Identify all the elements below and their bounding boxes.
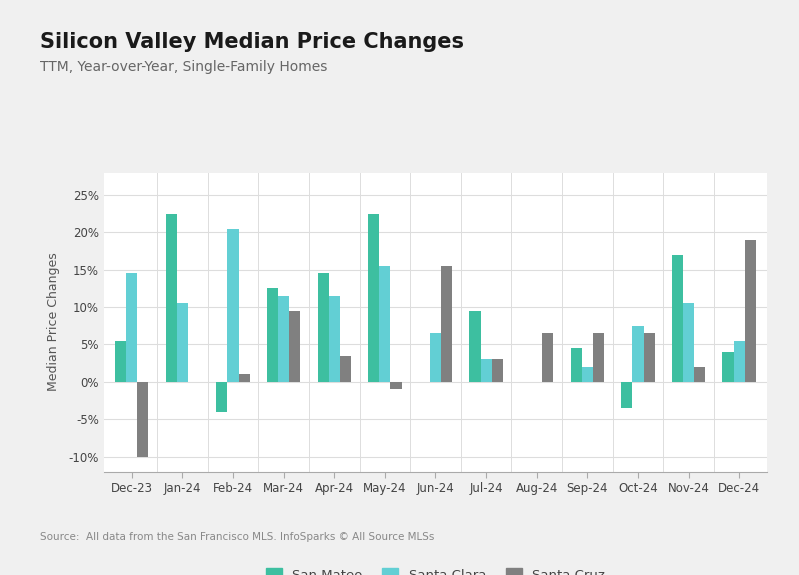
Bar: [228, 228, 239, 382]
Bar: [722, 352, 733, 382]
Bar: [278, 296, 289, 382]
Y-axis label: Median Price Changes: Median Price Changes: [47, 252, 60, 392]
Text: TTM, Year-over-Year, Single-Family Homes: TTM, Year-over-Year, Single-Family Homes: [40, 60, 328, 74]
Bar: [570, 348, 582, 382]
Bar: [126, 273, 137, 382]
Bar: [582, 367, 593, 382]
Bar: [694, 367, 706, 382]
Bar: [632, 325, 643, 382]
Bar: [480, 359, 491, 382]
Bar: [430, 333, 441, 382]
Bar: [239, 374, 249, 382]
Bar: [491, 359, 503, 382]
Bar: [217, 382, 228, 412]
Bar: [115, 340, 126, 382]
Text: Source:  All data from the San Francisco MLS. InfoSparks © All Source MLSs: Source: All data from the San Francisco …: [40, 532, 435, 542]
Bar: [622, 382, 632, 408]
Bar: [368, 213, 380, 382]
Bar: [672, 255, 683, 382]
Bar: [340, 355, 351, 382]
Bar: [267, 288, 278, 382]
Legend: San Mateo, Santa Clara, Santa Cruz: San Mateo, Santa Clara, Santa Cruz: [259, 562, 612, 575]
Bar: [441, 266, 452, 382]
Bar: [165, 213, 177, 382]
Bar: [137, 382, 149, 457]
Text: Silicon Valley Median Price Changes: Silicon Valley Median Price Changes: [40, 32, 464, 52]
Bar: [317, 273, 328, 382]
Bar: [543, 333, 554, 382]
Bar: [745, 240, 756, 382]
Bar: [733, 340, 745, 382]
Bar: [177, 304, 188, 382]
Bar: [289, 310, 300, 382]
Bar: [328, 296, 340, 382]
Bar: [643, 333, 654, 382]
Bar: [593, 333, 604, 382]
Bar: [683, 304, 694, 382]
Bar: [391, 382, 402, 389]
Bar: [380, 266, 391, 382]
Bar: [469, 310, 480, 382]
